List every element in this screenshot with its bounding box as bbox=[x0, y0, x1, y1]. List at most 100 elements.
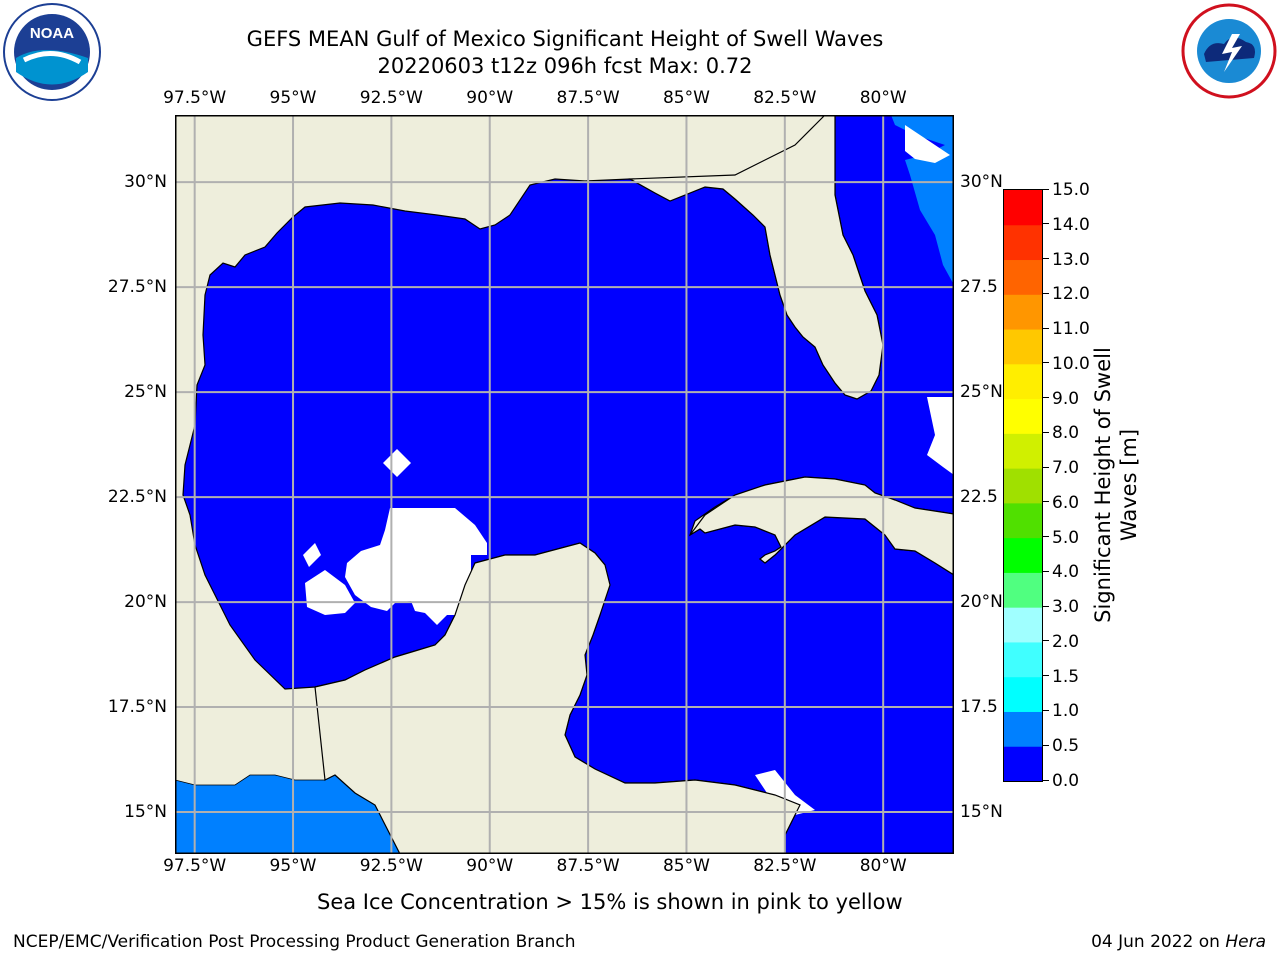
longitude-label-top: 95°W bbox=[269, 88, 317, 108]
colorbar-tick-mark bbox=[1042, 362, 1049, 364]
colorbar-tick-label: 11.0 bbox=[1052, 319, 1090, 340]
florida-land bbox=[627, 114, 884, 400]
latitude-label-right: 20°N bbox=[960, 592, 1003, 613]
colorbar-segment bbox=[1004, 746, 1042, 782]
no-data-patch bbox=[905, 125, 950, 163]
latitude-label-right: 17.5 bbox=[960, 697, 998, 718]
latitude-label-left: 30°N bbox=[124, 172, 167, 193]
colorbar-tick-mark bbox=[1042, 431, 1049, 433]
colorbar-tick-mark bbox=[1042, 188, 1049, 190]
colorbar-segment bbox=[1004, 329, 1042, 365]
colorbar-tick-label: 0.5 bbox=[1052, 736, 1080, 757]
colorbar-segment bbox=[1004, 607, 1042, 643]
longitude-label-bottom: 85°W bbox=[662, 856, 710, 876]
longitude-label-top: 82.5°W bbox=[753, 88, 817, 108]
colorbar-segment bbox=[1004, 363, 1042, 400]
colorbar-tick-label: 3.0 bbox=[1052, 597, 1080, 618]
colorbar-tick-mark bbox=[1042, 501, 1049, 503]
colorbar-segment bbox=[1004, 259, 1042, 295]
map-title: GEFS MEAN Gulf of Mexico Significant Hei… bbox=[246, 27, 884, 51]
longitude-label-top: 87.5°W bbox=[556, 88, 620, 108]
colorbar-tick-mark bbox=[1042, 223, 1049, 225]
longitude-label-top: 80°W bbox=[859, 88, 907, 108]
colorbar-tick-label: 9.0 bbox=[1052, 388, 1080, 409]
latitude-label-left: 15°N bbox=[124, 802, 167, 822]
colorbar-tick-label: 0.0 bbox=[1052, 771, 1080, 791]
latitude-label-left: 25°N bbox=[124, 382, 167, 403]
longitude-label-top: 97.5°W bbox=[163, 88, 227, 108]
date-stamp: 04 Jun 2022 on Hera bbox=[1091, 932, 1266, 952]
no-data-patch bbox=[305, 570, 355, 615]
map-panel bbox=[174, 114, 955, 855]
noaa-logo-text: NOAA bbox=[30, 25, 74, 42]
colorbar-tick-label: 10.0 bbox=[1052, 353, 1090, 374]
colorbar-label: Significant Height of Swell Waves [m] bbox=[1091, 347, 1141, 623]
latitude-label-right: 27.5 bbox=[960, 277, 998, 298]
no-data-patch bbox=[927, 397, 954, 475]
longitude-label-top: 85°W bbox=[662, 88, 710, 108]
colorbar-tick-mark bbox=[1042, 536, 1049, 538]
colorbar-tick-mark bbox=[1042, 327, 1049, 329]
forecast-subtitle: 20220603 t12z 096h fcst Max: 0.72 bbox=[377, 54, 753, 78]
graticule bbox=[175, 115, 954, 854]
longitude-label-bottom: 80°W bbox=[859, 856, 907, 876]
colorbar-tick-mark bbox=[1042, 292, 1049, 294]
colorbar-segment bbox=[1004, 224, 1042, 261]
longitude-label-bottom: 82.5°W bbox=[753, 856, 817, 876]
colorbar-tick-mark bbox=[1042, 675, 1049, 677]
colorbar-tick-mark bbox=[1042, 397, 1049, 399]
no-data-patch bbox=[303, 543, 321, 567]
latitude-label-left: 20°N bbox=[124, 592, 167, 613]
colorbar-tick-label: 12.0 bbox=[1052, 284, 1090, 305]
map-frame bbox=[174, 114, 955, 855]
longitude-label-bottom: 97.5°W bbox=[163, 856, 227, 876]
colorbar-segment bbox=[1004, 294, 1042, 330]
colorbar-tick-mark bbox=[1042, 709, 1049, 711]
colorbar-segment bbox=[1004, 398, 1042, 434]
colorbar-tick-label: 4.0 bbox=[1052, 562, 1080, 583]
latitude-label-left: 22.5°N bbox=[107, 487, 167, 508]
credit-text: NCEP/EMC/Verification Post Processing Pr… bbox=[13, 932, 576, 952]
longitude-label-bottom: 95°W bbox=[269, 856, 317, 876]
colorbar-segment bbox=[1004, 641, 1042, 678]
colorbar-tick-mark bbox=[1042, 570, 1049, 572]
longitude-label-bottom: 90°W bbox=[466, 856, 514, 876]
cuba-land bbox=[689, 476, 955, 577]
colorbar-tick-mark bbox=[1042, 779, 1049, 781]
sea-ice-note: Sea Ice Concentration > 15% is shown in … bbox=[317, 890, 903, 914]
colorbar-tick-mark bbox=[1042, 258, 1049, 260]
colorbar-tick-label: 7.0 bbox=[1052, 458, 1080, 479]
noaa-logo: NOAA bbox=[2, 2, 102, 102]
latitude-label-left: 27.5°N bbox=[107, 277, 167, 298]
colorbar-tick-mark bbox=[1042, 605, 1049, 607]
colorbar-tick-mark bbox=[1042, 640, 1049, 642]
colorbar-tick-label: 1.0 bbox=[1052, 701, 1080, 722]
colorbar-tick-label: 8.0 bbox=[1052, 423, 1080, 444]
colorbar-segment bbox=[1004, 572, 1042, 608]
no-data-patch bbox=[345, 508, 487, 625]
longitude-label-bottom: 87.5°W bbox=[556, 856, 620, 876]
colorbar-segment bbox=[1004, 433, 1042, 469]
colorbar-tick-label: 5.0 bbox=[1052, 527, 1080, 548]
colorbar-tick-label: 1.5 bbox=[1052, 666, 1080, 687]
no-data-patch bbox=[383, 449, 411, 477]
colorbar-tick-label: 2.0 bbox=[1052, 631, 1080, 652]
colorbar-segment bbox=[1004, 468, 1042, 504]
host-text: Hera bbox=[1225, 932, 1266, 952]
latitude-label-right: 25°N bbox=[960, 382, 1003, 403]
colorbar bbox=[1003, 189, 1043, 782]
latitude-label-right: 22.5 bbox=[960, 487, 998, 508]
colorbar-tick-mark bbox=[1042, 466, 1049, 468]
colorbar-segment bbox=[1004, 502, 1042, 539]
yucatan-land bbox=[314, 542, 801, 855]
colorbar-tick-label: 13.0 bbox=[1052, 249, 1090, 270]
colorbar-tick-label: 14.0 bbox=[1052, 214, 1090, 235]
colorbar-tick-label: 6.0 bbox=[1052, 492, 1080, 513]
latitude-label-right: 30°N bbox=[960, 172, 1003, 193]
longitude-label-top: 90°W bbox=[466, 88, 514, 108]
colorbar-segment bbox=[1004, 537, 1042, 573]
colorbar-tick-mark bbox=[1042, 744, 1049, 746]
colorbar-segment bbox=[1004, 711, 1042, 747]
latitude-label-right: 15°N bbox=[960, 802, 1003, 822]
date-text: 04 Jun 2022 on bbox=[1091, 932, 1226, 952]
